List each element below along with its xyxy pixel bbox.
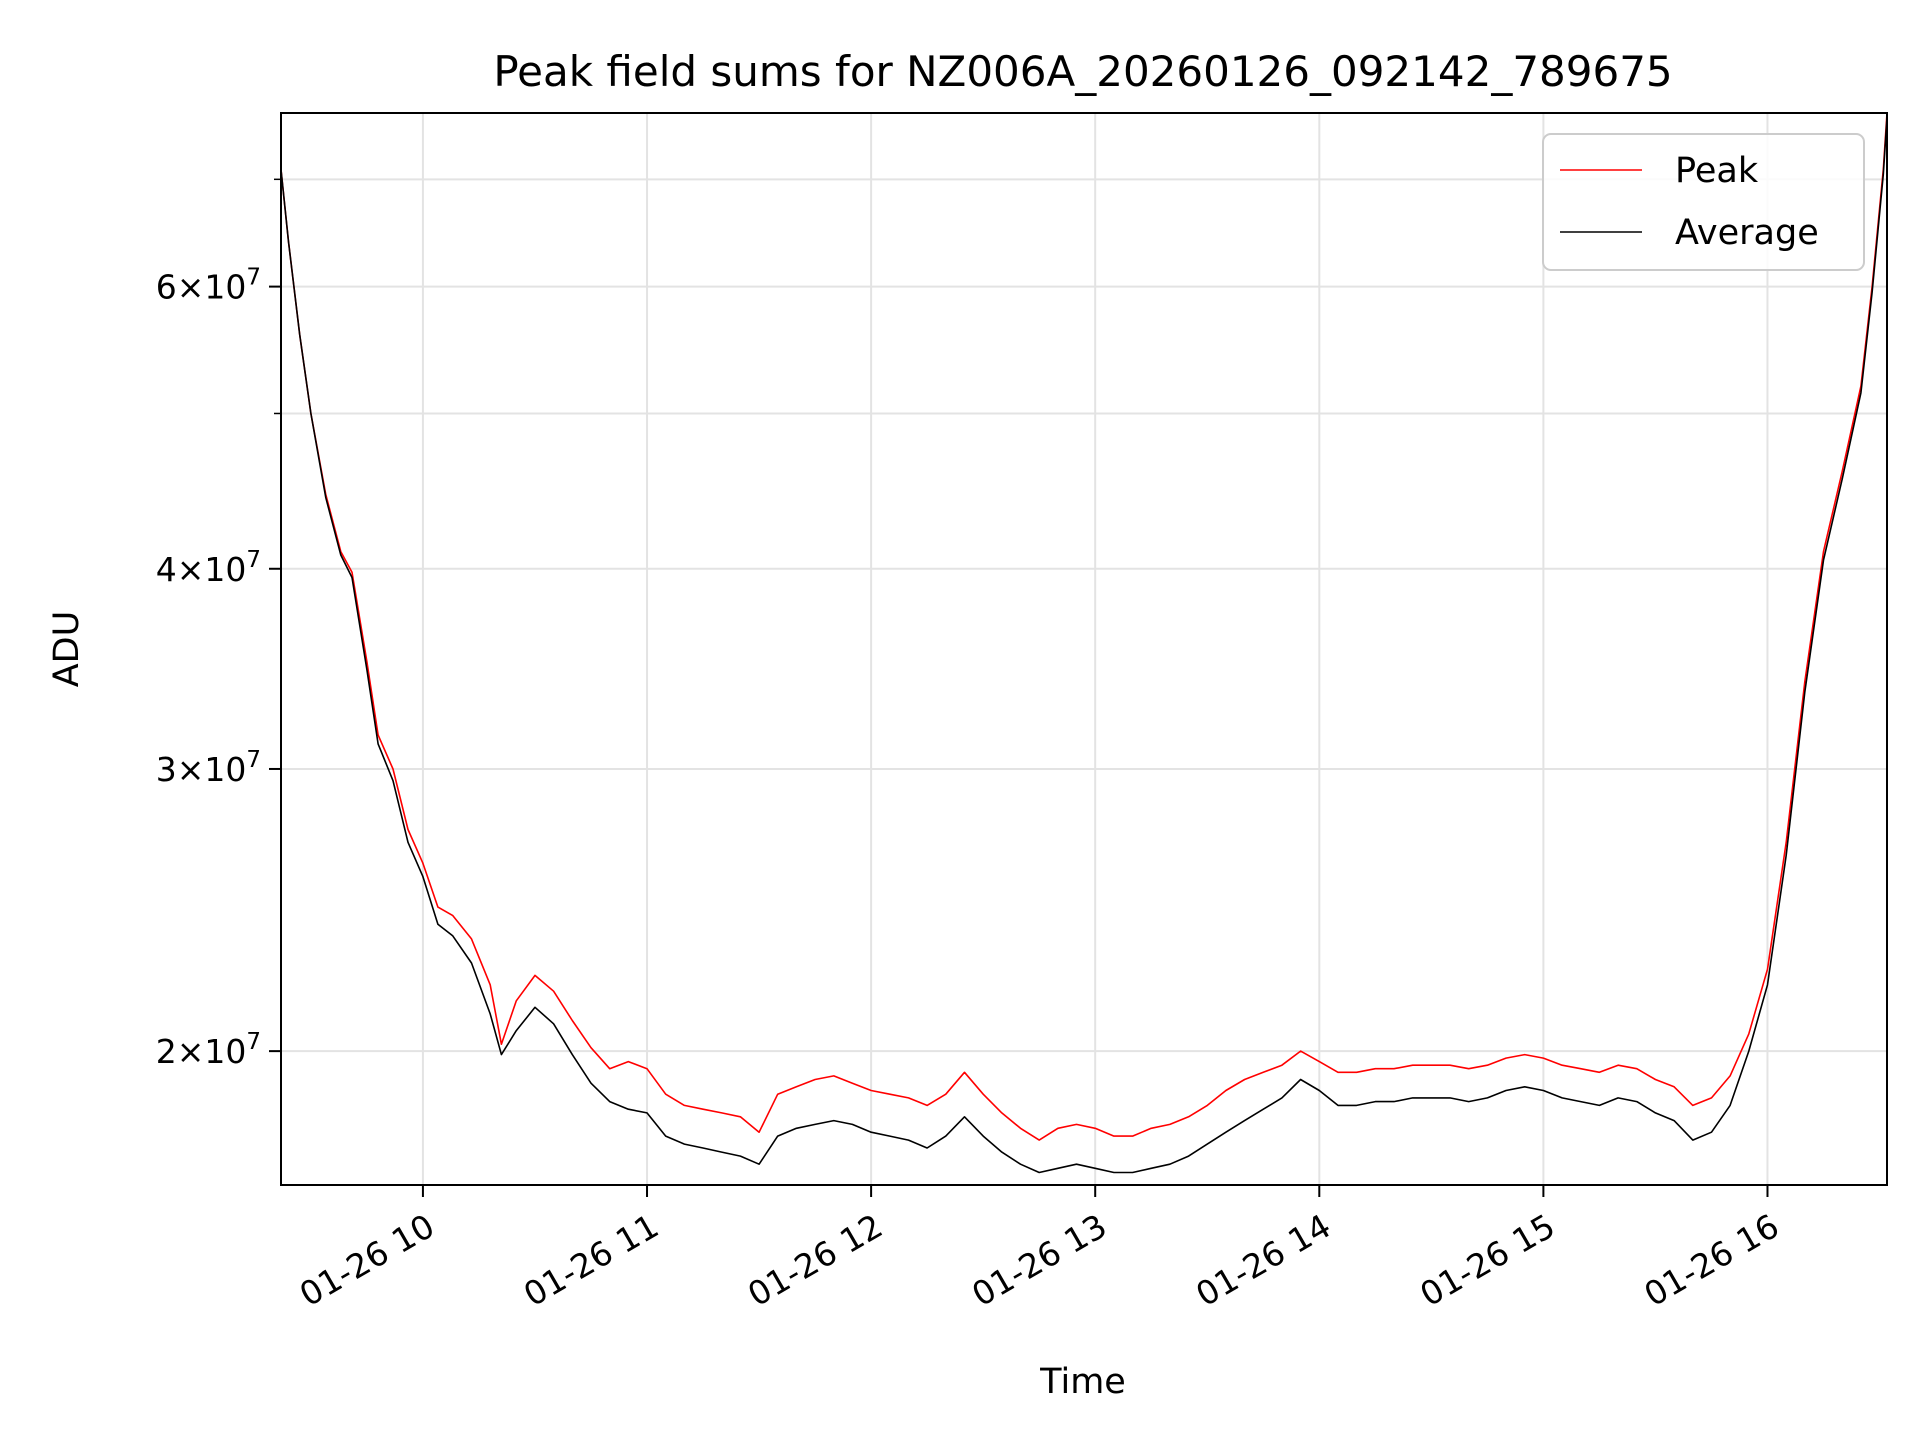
y-tick-label: 6×107 — [156, 265, 261, 307]
legend-box — [1542, 133, 1865, 271]
legend-label-average: Average — [1675, 213, 1819, 253]
x-axis-label: Time — [1039, 1362, 1126, 1402]
y-tick-label: 2×107 — [156, 1029, 261, 1071]
chart-title: Peak field sums for NZ006A_20260126_0921… — [493, 47, 1672, 96]
y-axis-label: ADU — [47, 611, 87, 688]
series-line-average — [280, 117, 1888, 1174]
legend: Peak Average — [1542, 133, 1865, 271]
series-layer — [280, 112, 1888, 1174]
plot-area — [281, 113, 1887, 1185]
series-line-peak — [280, 112, 1888, 1141]
legend-label-peak: Peak — [1675, 151, 1759, 191]
plot-frame — [280, 112, 1888, 1186]
y-tick-label: 4×107 — [156, 547, 261, 589]
y-tick-label: 3×107 — [156, 747, 261, 789]
gridlines — [281, 113, 1887, 1185]
